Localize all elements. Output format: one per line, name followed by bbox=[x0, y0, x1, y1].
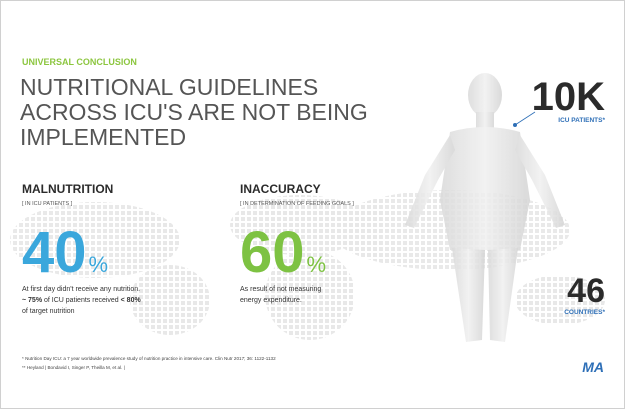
patients-value: 10K bbox=[532, 75, 605, 119]
countries-label: COUNTRIES* bbox=[564, 309, 605, 316]
section-title: INACCURACY bbox=[240, 182, 321, 196]
kicker: UNIVERSAL CONCLUSION bbox=[22, 57, 137, 67]
description: As result of not measuring bbox=[240, 286, 321, 293]
heading: IMPLEMENTED bbox=[20, 124, 186, 150]
description: ~ 75% of ICU patients received < 80% bbox=[22, 297, 141, 304]
description-part: of ICU patients received bbox=[42, 297, 121, 304]
countries-value: 46 bbox=[567, 272, 605, 310]
description: At first day didn't receive any nutritio… bbox=[22, 286, 140, 293]
pointer bbox=[514, 111, 536, 126]
description-part: energy expenditure. bbox=[240, 297, 302, 304]
stat-unit: % bbox=[307, 252, 327, 277]
stat-value: 40 bbox=[22, 220, 87, 285]
heading: NUTRITIONAL GUIDELINES bbox=[20, 74, 318, 100]
description: of target nutrition bbox=[22, 308, 75, 315]
patients-label: ICU PATIENTS* bbox=[558, 117, 605, 124]
footnote: ** Heyland | Bondavid I, Singer P, Theil… bbox=[22, 365, 125, 370]
section-subtitle: [ IN DETERMINATION OF FEEDING GOALS ] bbox=[240, 201, 354, 207]
heading: ACROSS ICU'S ARE NOT BEING bbox=[20, 99, 368, 125]
logo: MA bbox=[582, 359, 604, 375]
section-subtitle: [ IN ICU PATIENTS ] bbox=[22, 201, 73, 207]
footnote: * Nutrition Day ICU: a 7 year worldwide … bbox=[22, 356, 276, 361]
stat-value: 60 bbox=[240, 220, 305, 285]
section-title: MALNUTRITION bbox=[22, 182, 113, 196]
description-part: < 80% bbox=[121, 297, 142, 304]
description-part: ~ 75% bbox=[22, 297, 43, 304]
stat-unit: % bbox=[89, 252, 109, 277]
human-figure bbox=[405, 73, 565, 342]
description: energy expenditure. bbox=[240, 297, 302, 304]
pointer-dot bbox=[513, 123, 517, 127]
